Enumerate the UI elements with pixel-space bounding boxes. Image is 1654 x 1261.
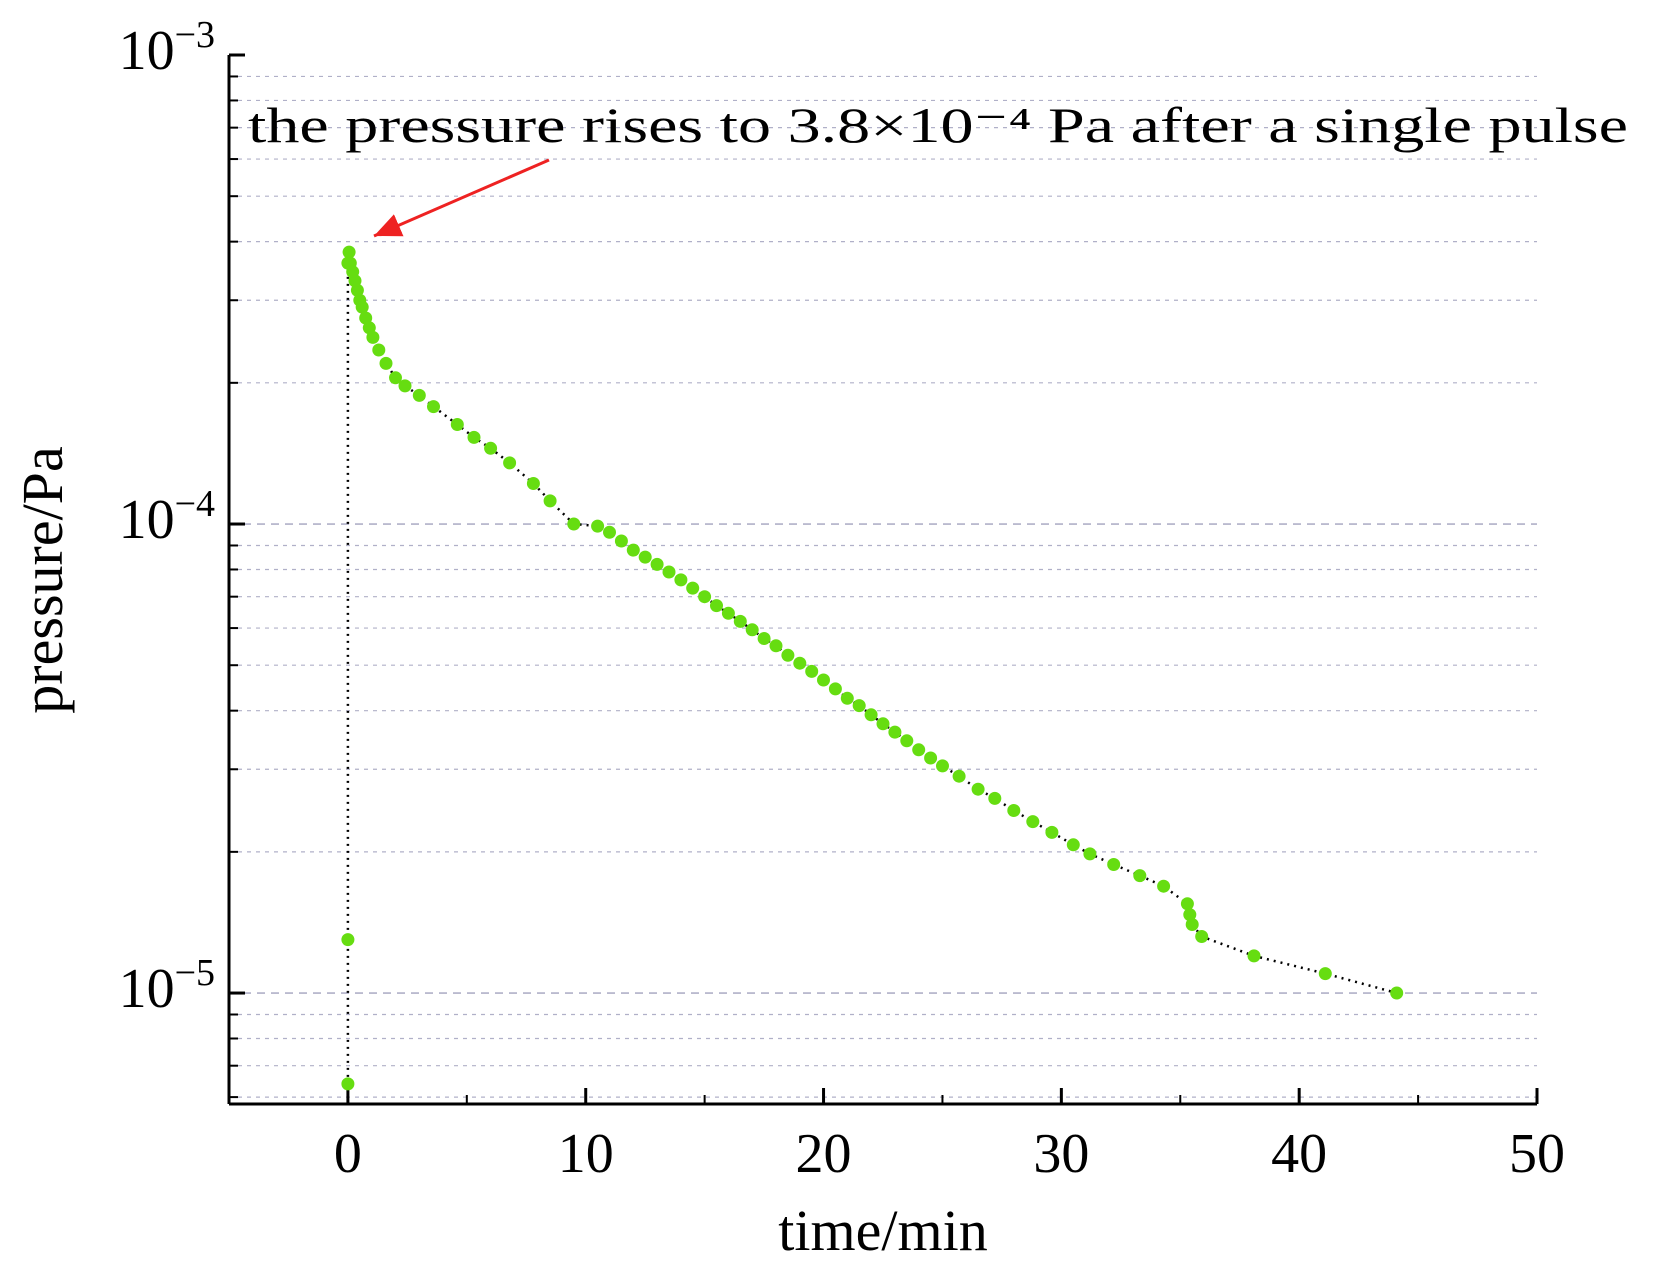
data-point	[1107, 858, 1121, 871]
x-tick-label: 10	[558, 1123, 614, 1185]
y-tick-label: 10−3	[119, 14, 215, 82]
data-point	[971, 782, 985, 796]
data-point	[1185, 918, 1199, 931]
data-point	[952, 769, 966, 783]
data-point	[591, 519, 605, 533]
data-point	[603, 525, 616, 539]
data-point	[1007, 804, 1021, 817]
data-point	[398, 379, 412, 393]
axis-ticks: 10−5 10−4 10−3 0 10 20 30 40 50	[119, 14, 1565, 1185]
data-point	[1195, 930, 1209, 943]
data-point	[769, 639, 783, 653]
data-point	[484, 441, 498, 455]
data-point	[467, 430, 481, 444]
data-point	[366, 330, 380, 344]
data-point	[379, 356, 393, 370]
data-point	[1180, 897, 1194, 911]
data-point	[698, 590, 712, 604]
data-point	[638, 550, 652, 564]
data-point	[1247, 949, 1261, 963]
data-point	[864, 708, 878, 722]
data-point	[650, 557, 664, 571]
axes	[227, 55, 1537, 1106]
data-point	[372, 343, 386, 357]
x-tick-label: 20	[796, 1123, 852, 1185]
data-point	[900, 734, 914, 748]
data-point	[662, 565, 676, 579]
data-point	[781, 648, 795, 662]
data-point	[924, 751, 938, 765]
data-point	[427, 400, 440, 414]
data-point	[805, 664, 819, 678]
data-point	[733, 614, 747, 628]
data-point	[757, 632, 771, 645]
data-point	[567, 517, 581, 531]
y-axis-title: pressure/Pa	[10, 446, 75, 713]
data-point	[793, 656, 807, 670]
x-tick-label: 50	[1509, 1123, 1565, 1185]
data-point	[543, 494, 557, 508]
data-point	[852, 699, 866, 713]
data-point	[341, 933, 355, 947]
data-points	[341, 245, 1404, 1091]
annotation-text: the pressure rises to 3.8×10⁻⁴ Pa after …	[248, 97, 1628, 153]
data-point	[341, 1077, 355, 1091]
data-point	[626, 543, 640, 557]
data-point	[450, 418, 464, 431]
data-point	[840, 691, 854, 705]
data-point	[1157, 879, 1171, 893]
data-point	[988, 791, 1002, 805]
data-point	[674, 573, 688, 587]
data-point	[355, 300, 369, 314]
series-connector	[346, 251, 1398, 1084]
x-tick-label: 40	[1271, 1123, 1327, 1185]
data-point	[1183, 908, 1197, 922]
x-tick-label: 30	[1033, 1123, 1089, 1185]
y-tick-label: 10−5	[119, 952, 215, 1020]
data-point	[359, 311, 373, 325]
data-point	[686, 581, 700, 595]
data-point	[828, 682, 842, 696]
data-point	[1318, 967, 1332, 981]
data-point	[1026, 815, 1040, 829]
data-point	[912, 743, 926, 757]
data-point	[412, 388, 426, 402]
data-point	[1066, 838, 1080, 852]
data-point	[888, 725, 902, 739]
data-point	[745, 623, 759, 637]
y-tick-label: 10−4	[119, 483, 215, 551]
data-point	[342, 245, 356, 259]
data-point	[1133, 869, 1147, 883]
data-point	[1390, 986, 1404, 1000]
x-axis-title: time/min	[778, 1198, 987, 1261]
data-point	[503, 456, 517, 470]
data-point	[721, 606, 735, 620]
data-point	[936, 759, 949, 773]
data-point	[389, 371, 402, 385]
data-point	[1045, 825, 1059, 839]
x-tick-label: 0	[334, 1123, 362, 1185]
grid-lines	[229, 75, 1537, 1098]
data-point	[817, 673, 830, 687]
data-point	[876, 717, 890, 731]
series-dotted-line	[346, 251, 1398, 1084]
data-point	[614, 534, 628, 548]
data-point	[710, 599, 723, 613]
data-point	[526, 477, 540, 490]
annotation-arrow	[373, 158, 550, 238]
data-point	[1083, 847, 1097, 861]
data-point	[350, 283, 364, 297]
